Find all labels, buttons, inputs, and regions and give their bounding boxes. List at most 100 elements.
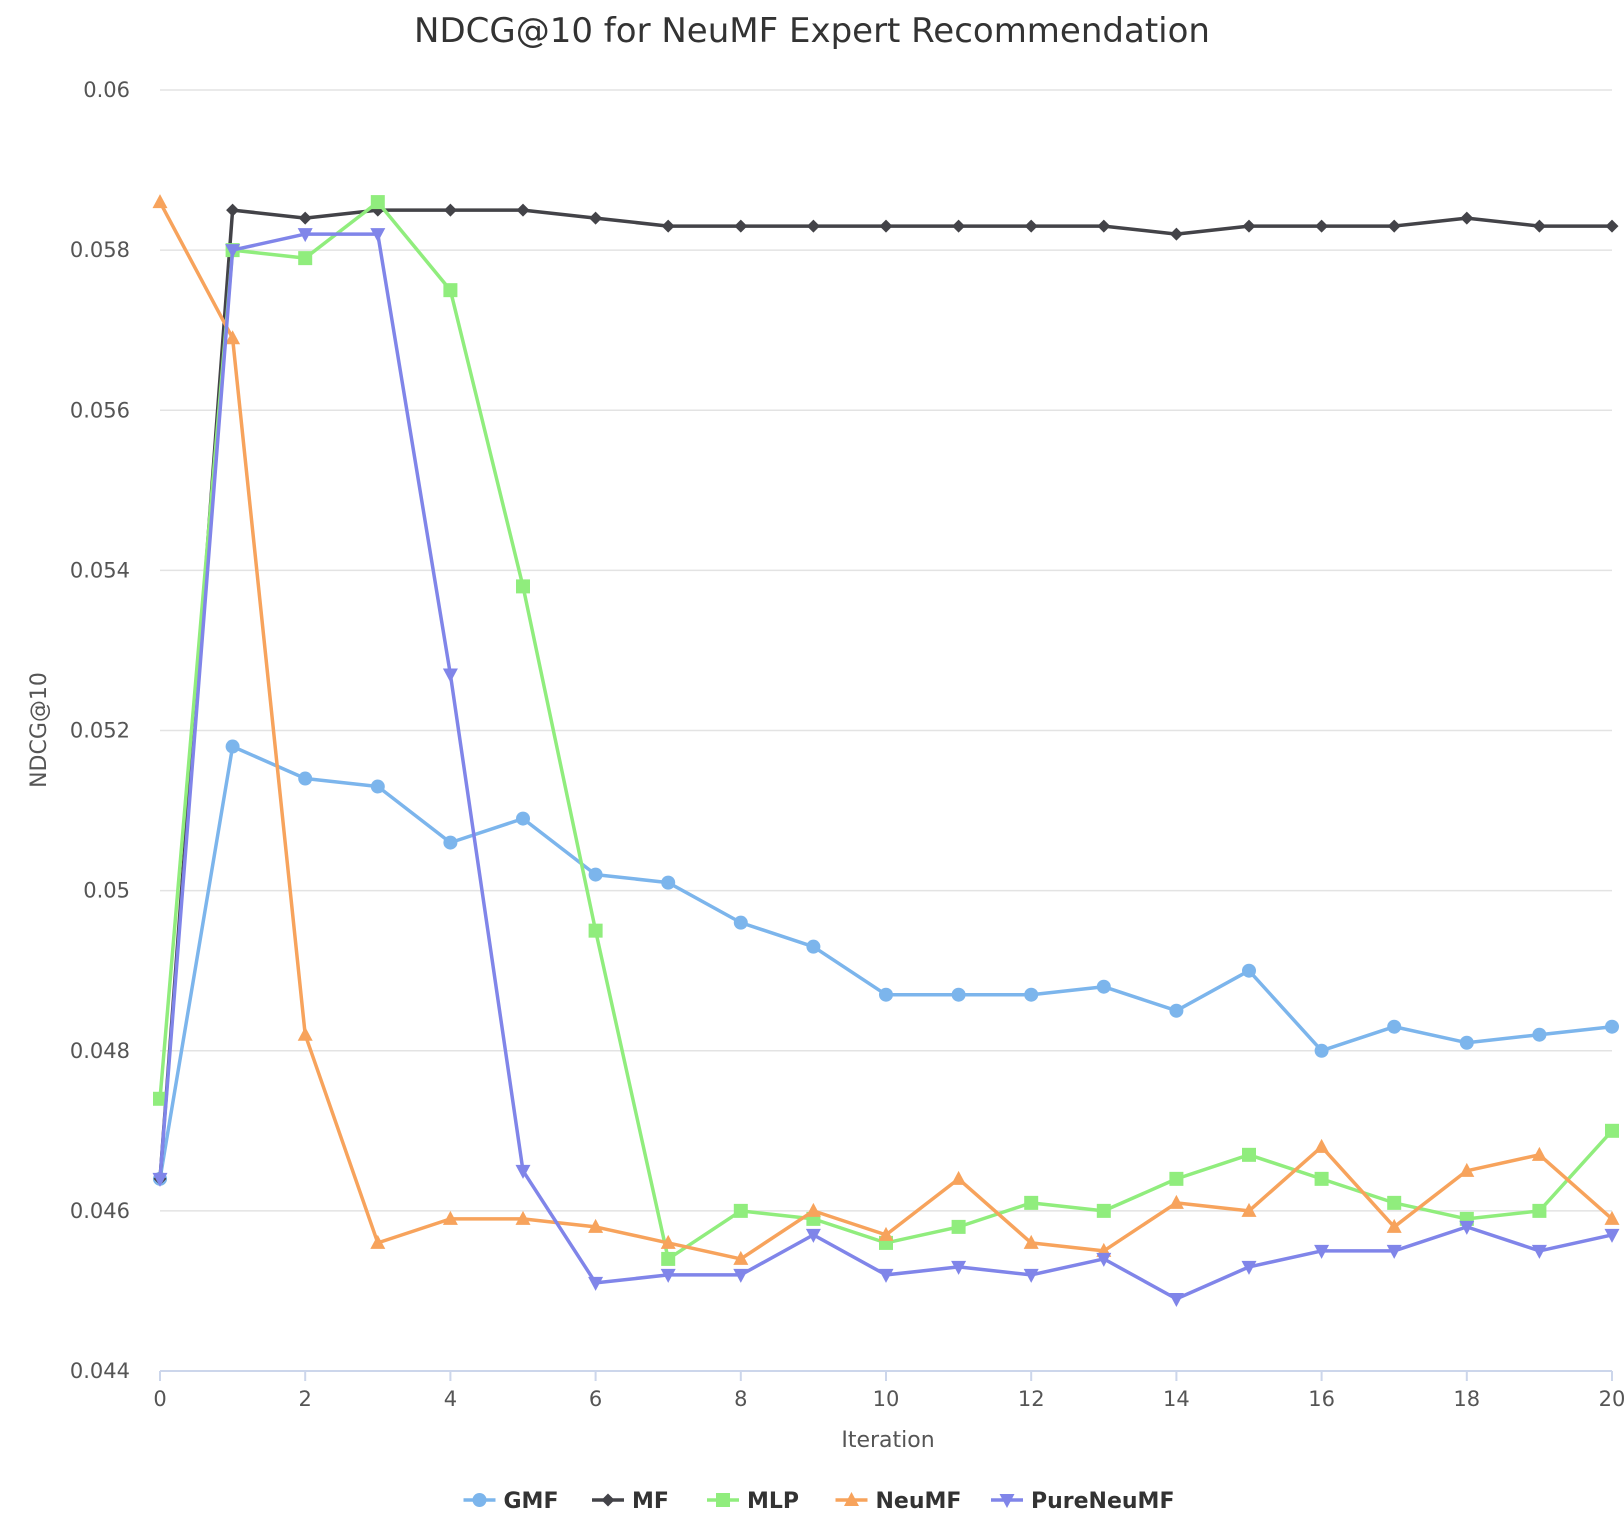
legend-marker-mf [601,1493,615,1507]
data-point-gmf [443,835,458,850]
data-point-gmf [1242,963,1256,978]
legend-marker-gmf [472,1493,487,1507]
data-point-pureneumf [515,1164,531,1179]
data-point-pureneumf [152,1172,168,1187]
data-point-mlp [370,195,385,210]
data-point-mf [516,203,530,217]
data-point-pureneumf [1168,1292,1184,1307]
x-tick-label: 4 [444,1387,457,1411]
data-point-gmf [1024,987,1039,1002]
data-point-neumf [1023,1234,1039,1249]
y-tick-label: 0.054 [70,558,130,582]
y-tick-label: 0.05 [83,879,130,903]
data-point-mf [1387,219,1401,233]
data-point-gmf [661,875,676,890]
data-point-gmf [879,987,893,1002]
data-point-neumf [805,1202,821,1217]
data-point-neumf [733,1250,749,1265]
data-point-mf [226,203,240,217]
y-tick-label: 0.052 [70,719,130,743]
data-point-neumf [225,330,241,345]
data-point-neumf [297,1026,313,1041]
data-point-neumf [951,1170,967,1185]
data-point-mf [734,219,748,233]
data-point-mlp [1387,1195,1402,1210]
data-point-pureneumf [1386,1244,1402,1259]
x-tick-label: 8 [734,1387,747,1411]
x-tick-label: 0 [153,1387,166,1411]
y-tick-label: 0.046 [70,1199,130,1223]
data-point-mlp [443,283,458,298]
data-point-gmf [1605,1019,1619,1034]
data-point-gmf [951,987,966,1002]
data-point-neumf [1168,1194,1184,1209]
data-point-neumf [515,1210,531,1225]
data-point-pureneumf [1023,1268,1039,1283]
data-point-pureneumf [1314,1244,1330,1259]
data-point-pureneumf [442,668,458,683]
series-pureneumf [152,228,1620,1307]
y-tick-label: 0.056 [70,398,130,422]
data-point-neumf [442,1210,458,1225]
data-point-pureneumf [1604,1228,1620,1243]
data-point-neumf [1386,1218,1402,1233]
data-point-mf [1169,227,1183,241]
data-point-mf [1024,219,1038,233]
x-tick-label: 14 [1163,1387,1190,1411]
data-point-gmf [588,867,603,882]
legend-marker-neumf [844,1492,859,1506]
series-line-pureneumf [158,232,1614,1301]
legend-label-mlp: MLP [747,1489,799,1514]
data-point-pureneumf [225,244,241,259]
grid-lines [160,89,1612,1212]
data-point-pureneumf [588,1276,604,1291]
data-point-gmf [733,915,748,930]
y-tick-label: 0.048 [70,1039,130,1063]
data-point-mlp [661,1251,676,1266]
legend-label-gmf: GMF [504,1489,559,1514]
data-point-mlp [153,1091,167,1106]
data-point-pureneumf [805,1228,821,1243]
data-point-mlp [516,579,530,594]
data-point-mf [1097,219,1111,233]
data-point-gmf [516,811,530,826]
series-line-gmf [158,744,1614,1181]
data-point-neumf [152,194,168,209]
legend-item-gmf[interactable]: GMF [463,1489,559,1514]
x-axis: 0 2 4 6 8 10 12 14 16 18 20 [153,1370,1624,1411]
legend-label-neumf: NeuMF [876,1489,962,1514]
data-point-gmf [806,939,821,954]
data-point-mf [806,219,820,233]
data-point-gmf [1314,1043,1329,1058]
data-point-pureneumf [660,1268,676,1283]
legend-item-pureneumf[interactable]: PureNeuMF [991,1489,1174,1514]
series-mf [153,203,1619,1186]
legend-item-mf[interactable]: MF [592,1489,669,1514]
data-point-neumf [1531,1146,1547,1161]
x-tick-label: 10 [873,1387,900,1411]
data-point-neumf [660,1234,676,1249]
legend-item-mlp[interactable]: MLP [707,1489,799,1514]
data-point-gmf [1169,1003,1184,1018]
y-axis: 0.044 0.046 0.048 0.05 0.052 0.054 0.056 0.058 0… [70,78,130,1383]
data-point-mf [952,219,966,233]
x-axis-title: Iteration [841,1428,934,1453]
data-point-mlp [1242,1147,1256,1162]
data-point-mlp [298,251,313,266]
data-point-mf [1532,219,1546,233]
y-tick-label: 0.044 [70,1359,130,1383]
x-tick-label: 20 [1599,1387,1624,1411]
data-point-gmf [1532,1027,1547,1042]
plot-series [152,194,1620,1307]
legend-marker-pureneumf [999,1494,1015,1508]
data-point-neumf [1241,1202,1257,1217]
data-point-mf [298,211,312,225]
data-point-pureneumf [370,228,386,243]
series-neumf [152,194,1620,1265]
data-point-neumf [370,1234,386,1249]
legend-item-neumf[interactable]: NeuMF [835,1489,962,1514]
data-point-mlp [1314,1171,1329,1186]
data-point-pureneumf [733,1268,749,1283]
data-point-mf [1460,211,1474,225]
